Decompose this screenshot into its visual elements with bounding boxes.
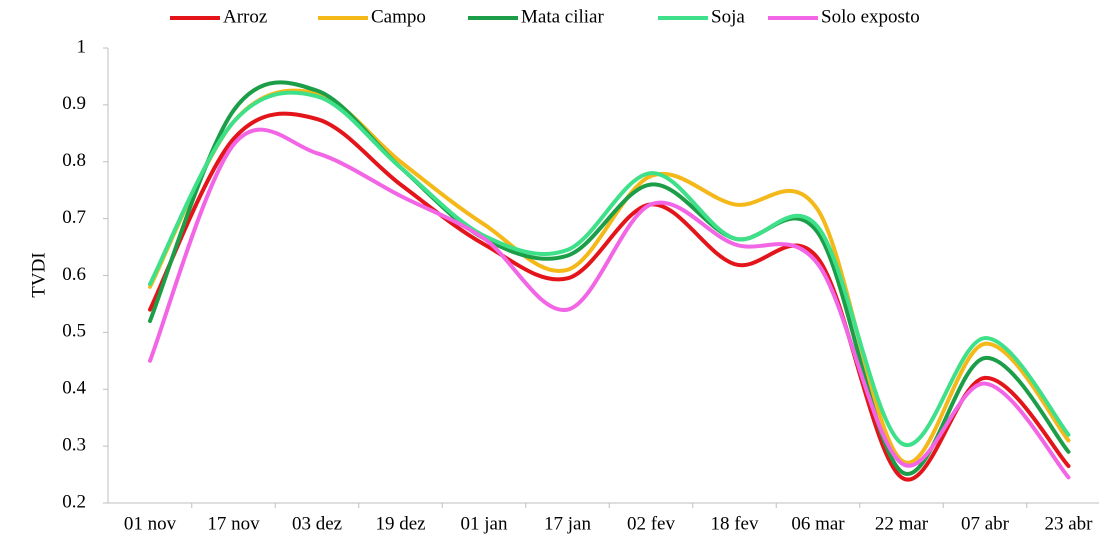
series-line bbox=[148, 127, 1071, 480]
y-axis-label: TVDI bbox=[28, 252, 49, 297]
y-tick-label: 0.2 bbox=[62, 491, 86, 512]
x-tick-label: 03 dez bbox=[292, 513, 342, 534]
series-line bbox=[148, 80, 1071, 476]
y-tick-label: 0.6 bbox=[62, 264, 86, 285]
x-tick-label: 17 nov bbox=[207, 513, 260, 534]
series-line bbox=[148, 111, 1071, 482]
x-tick-label: 01 nov bbox=[124, 513, 177, 534]
series-line bbox=[148, 90, 1071, 448]
y-tick-label: 0.9 bbox=[62, 93, 86, 114]
legend-label: Mata ciliar bbox=[521, 6, 604, 27]
legend-label: Solo exposto bbox=[821, 6, 920, 27]
y-tick-label: 0.3 bbox=[62, 434, 86, 455]
legend-label: Campo bbox=[371, 6, 426, 27]
x-tick-label: 06 mar bbox=[791, 513, 845, 534]
y-tick-label: 1 bbox=[77, 36, 87, 57]
x-tick-label: 07 abr bbox=[961, 513, 1010, 534]
x-tick-label: 22 mar bbox=[875, 513, 929, 534]
y-tick-label: 0.4 bbox=[62, 378, 86, 399]
x-tick-label: 19 dez bbox=[375, 513, 425, 534]
y-tick-label: 0.5 bbox=[62, 321, 86, 342]
legend-label: Soja bbox=[711, 6, 745, 27]
x-tick-label: 02 fev bbox=[627, 513, 676, 534]
series-line bbox=[148, 88, 1071, 465]
x-tick-label: 23 abr bbox=[1044, 513, 1093, 534]
x-tick-label: 18 fev bbox=[710, 513, 759, 534]
legend-label: Arroz bbox=[223, 6, 267, 27]
y-tick-label: 0.7 bbox=[62, 207, 86, 228]
y-tick-label: 0.8 bbox=[62, 150, 86, 171]
x-tick-label: 17 jan bbox=[544, 513, 591, 534]
x-tick-label: 01 jan bbox=[461, 513, 508, 534]
